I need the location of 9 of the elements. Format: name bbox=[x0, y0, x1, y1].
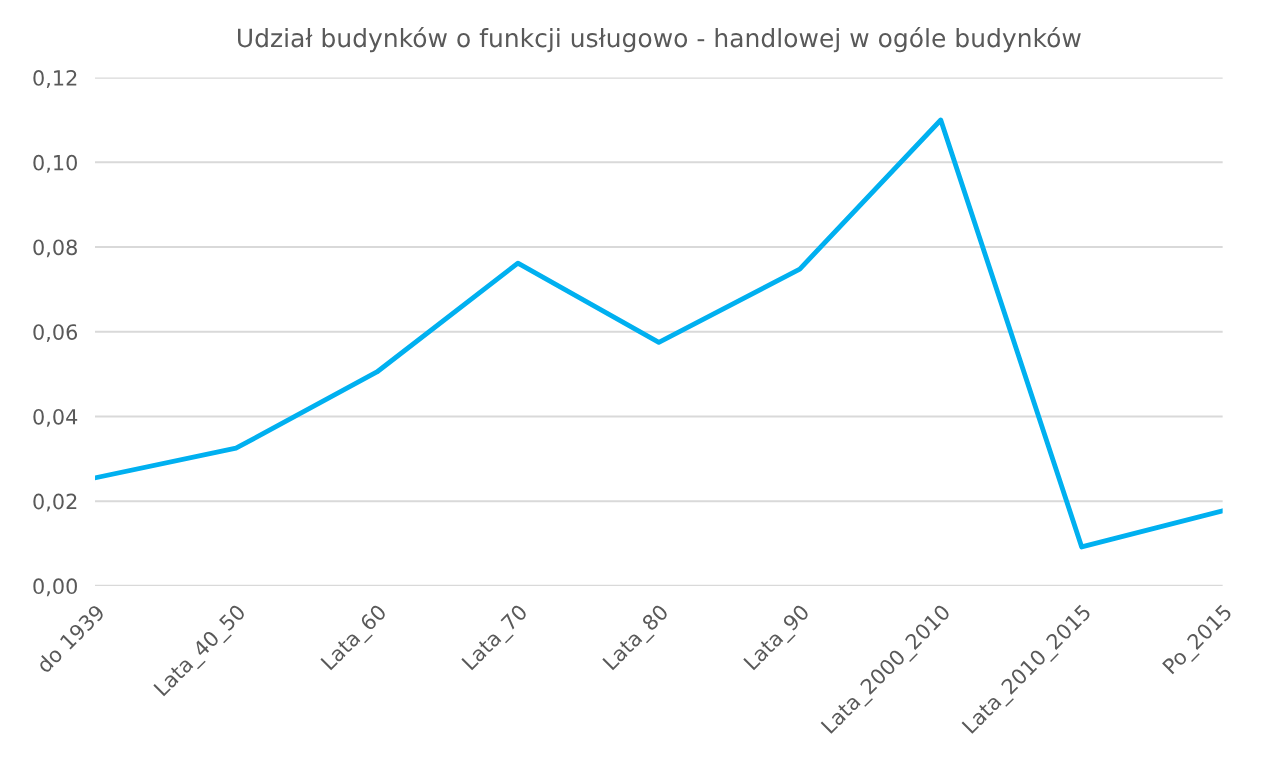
y-tick-label: 0,04 bbox=[33, 408, 78, 427]
y-tick-label: 0,12 bbox=[33, 70, 77, 88]
chart-title: Udział budynków o funkcji usługowo - handlowej w ogóle budynków bbox=[238, 27, 1081, 53]
y-tick-label: 0,02 bbox=[33, 493, 77, 512]
y-tick-label: 0,08 bbox=[33, 239, 77, 258]
y-tick-label: 0,06 bbox=[33, 324, 78, 343]
y-tick-label: 0,00 bbox=[33, 578, 77, 597]
line-series bbox=[95, 117, 1223, 550]
y-tick-label: 0,10 bbox=[33, 154, 77, 173]
